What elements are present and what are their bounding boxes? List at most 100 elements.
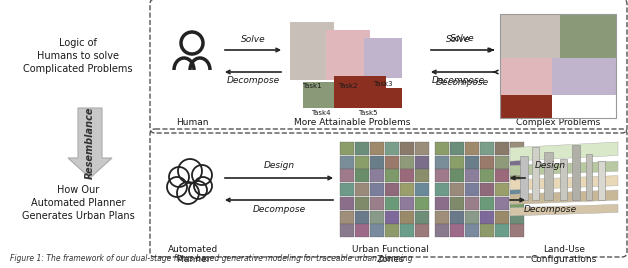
- Bar: [480, 169, 494, 183]
- Bar: [465, 224, 479, 237]
- Text: Task2: Task2: [338, 83, 358, 89]
- Bar: [435, 142, 449, 155]
- Bar: [355, 211, 369, 224]
- Bar: [340, 156, 354, 169]
- Bar: [495, 183, 509, 196]
- Text: Decompose: Decompose: [227, 76, 279, 85]
- Bar: [500, 95, 552, 118]
- Bar: [495, 156, 509, 169]
- Bar: [400, 197, 414, 210]
- Bar: [385, 197, 399, 210]
- Bar: [340, 183, 354, 196]
- Bar: [500, 14, 560, 58]
- Bar: [415, 142, 430, 155]
- Polygon shape: [510, 142, 618, 161]
- Bar: [400, 183, 414, 196]
- Bar: [560, 14, 616, 58]
- Bar: [510, 224, 524, 237]
- Bar: [510, 183, 524, 196]
- Bar: [370, 224, 384, 237]
- Bar: [415, 183, 430, 196]
- Bar: [435, 169, 449, 183]
- Bar: [480, 156, 494, 169]
- Bar: [510, 156, 524, 169]
- Bar: [435, 183, 449, 196]
- Bar: [450, 211, 464, 224]
- Text: How Our
Automated Planner
Generates Urban Plans: How Our Automated Planner Generates Urba…: [21, 185, 134, 221]
- Bar: [415, 224, 430, 237]
- Bar: [510, 197, 524, 210]
- Text: Logic of
Humans to solve
Complicated Problems: Logic of Humans to solve Complicated Pro…: [23, 38, 133, 75]
- Bar: [385, 211, 399, 224]
- Bar: [495, 224, 509, 237]
- Text: Decompose: Decompose: [252, 205, 306, 214]
- Bar: [355, 183, 369, 196]
- Bar: [465, 183, 479, 196]
- Bar: [326, 30, 370, 80]
- Bar: [510, 211, 524, 224]
- Bar: [385, 224, 399, 237]
- Bar: [450, 169, 464, 183]
- Bar: [400, 224, 414, 237]
- Bar: [520, 157, 528, 200]
- Bar: [435, 197, 449, 210]
- Text: Resemblance: Resemblance: [85, 107, 95, 179]
- Bar: [400, 211, 414, 224]
- Bar: [450, 224, 464, 237]
- Bar: [450, 156, 464, 169]
- Text: Decompose: Decompose: [523, 205, 577, 214]
- Bar: [385, 156, 399, 169]
- Bar: [572, 145, 580, 200]
- Bar: [450, 142, 464, 155]
- Bar: [415, 197, 430, 210]
- Bar: [385, 169, 399, 183]
- Text: Complex Problems: Complex Problems: [516, 118, 600, 127]
- Bar: [303, 82, 339, 108]
- Bar: [355, 197, 369, 210]
- Polygon shape: [510, 176, 618, 190]
- Bar: [465, 169, 479, 183]
- Bar: [480, 211, 494, 224]
- Bar: [290, 22, 334, 80]
- Bar: [340, 211, 354, 224]
- Bar: [364, 38, 402, 78]
- Polygon shape: [510, 190, 618, 204]
- Bar: [385, 183, 399, 196]
- Bar: [480, 224, 494, 237]
- Text: Task1: Task1: [302, 83, 322, 89]
- Text: Land-Use
Configurations: Land-Use Configurations: [531, 245, 597, 265]
- Text: More Attainable Problems: More Attainable Problems: [294, 118, 410, 127]
- Bar: [370, 142, 384, 155]
- Bar: [340, 224, 354, 237]
- Bar: [415, 156, 430, 169]
- Bar: [435, 156, 449, 169]
- Text: Solve: Solve: [241, 35, 265, 44]
- Bar: [510, 169, 524, 183]
- Bar: [334, 76, 386, 108]
- Bar: [435, 224, 449, 237]
- Bar: [334, 88, 402, 108]
- Text: Automated
Planner: Automated Planner: [168, 245, 218, 265]
- Bar: [495, 169, 509, 183]
- Text: Human: Human: [176, 118, 208, 127]
- Bar: [586, 154, 592, 200]
- Bar: [465, 197, 479, 210]
- Bar: [370, 183, 384, 196]
- Bar: [510, 142, 524, 155]
- Bar: [480, 142, 494, 155]
- Polygon shape: [510, 161, 618, 176]
- Bar: [355, 169, 369, 183]
- Bar: [500, 58, 552, 95]
- Text: Solve: Solve: [450, 34, 474, 43]
- Bar: [500, 14, 616, 118]
- Bar: [552, 58, 616, 95]
- Bar: [355, 156, 369, 169]
- Text: Decompose: Decompose: [431, 76, 485, 85]
- Bar: [465, 156, 479, 169]
- Bar: [400, 156, 414, 169]
- Bar: [450, 183, 464, 196]
- Text: Solve: Solve: [446, 35, 470, 44]
- Bar: [435, 211, 449, 224]
- Bar: [385, 142, 399, 155]
- Bar: [400, 142, 414, 155]
